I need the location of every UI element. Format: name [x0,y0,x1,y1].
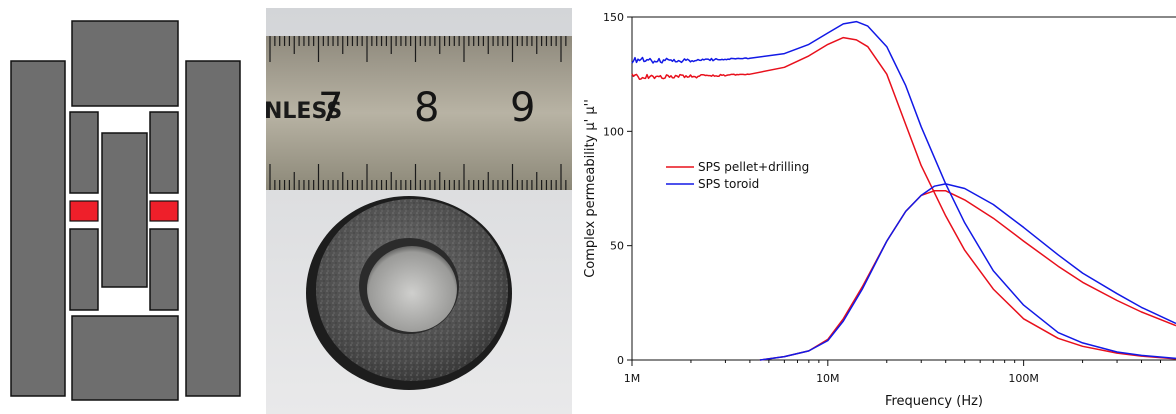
spacer-right-bottom [150,229,178,310]
series-line-imaginary [760,191,1176,360]
legend-label: SPS toroid [698,177,759,191]
ruler: NLESS 7 8 9 [266,36,572,190]
y-tick-label: 150 [603,11,624,24]
x-tick-label: 1M [624,372,641,385]
die-assembly [11,21,240,400]
sample-section-left [70,201,98,221]
legend: SPS pellet+drilling SPS toroid [666,160,809,191]
series-line-real [632,38,1176,359]
legend-label: SPS pellet+drilling [698,160,809,174]
die-wall-right [186,61,240,396]
toroid-sample [306,196,512,390]
permeability-chart: 0501001501M 10M 100M SPS pellet+drillingSP… [574,0,1176,414]
x-tick-label: 10M [816,372,840,385]
toroid-photo: NLESS 7 8 9 [266,8,572,414]
punch-top [72,21,178,106]
y-tick-label: 0 [617,354,624,367]
spacer-left-bottom [70,229,98,310]
center-core [102,133,147,287]
spacer-left-top [70,112,98,193]
ruler-number: 8 [414,85,439,131]
x-tick-label: 100M [1008,372,1039,385]
series-line-imaginary [760,184,1176,360]
y-axis-label: Complex permeability µ' µ'' [583,99,598,278]
plot-axes: 0 50 100 150 1M 10M 100M [603,11,1176,385]
sps-die-schematic [0,0,255,414]
x-axis-label: Frequency (Hz) [885,394,983,409]
y-tick-label: 100 [603,125,624,138]
punch-bottom [72,316,178,400]
sample-section-right [150,201,178,221]
spacer-right-top [150,112,178,193]
ruler-number: 7 [318,85,343,131]
die-wall-left [11,61,65,396]
y-tick-label: 50 [610,240,624,253]
ruler-number: 9 [510,85,535,131]
